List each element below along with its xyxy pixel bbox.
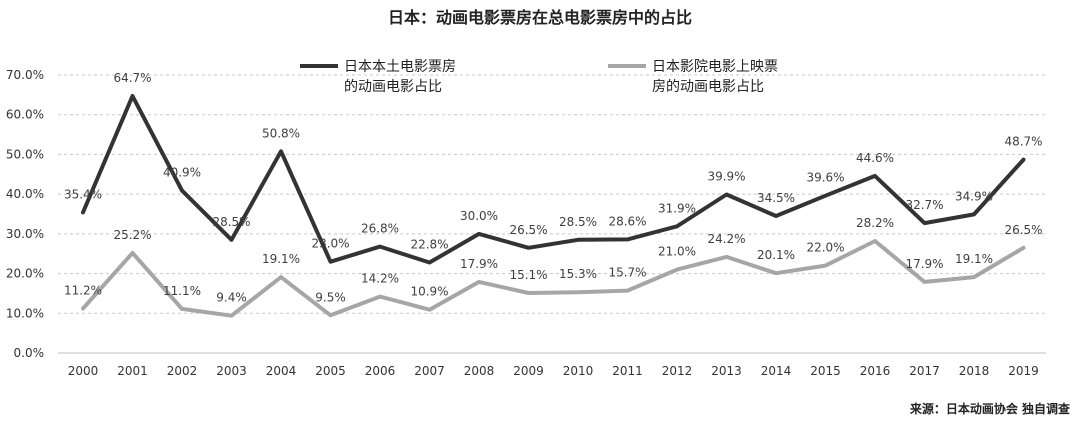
x-tick-label: 2001 xyxy=(117,364,148,378)
series-line-2 xyxy=(81,239,1026,318)
y-tick-label: 60.0% xyxy=(6,108,44,122)
data-label-s2: 21.0% xyxy=(658,245,696,259)
data-label-s2: 15.7% xyxy=(608,266,646,280)
data-label-s2: 20.1% xyxy=(757,248,795,262)
data-label-s2: 9.4% xyxy=(216,291,247,305)
data-label-s2: 15.3% xyxy=(559,267,597,281)
x-tick-label: 2018 xyxy=(959,364,990,378)
y-axis-ticks: 0.0% 10.0% 20.0% 30.0% 40.0% 50.0% 60.0% 70.0% xyxy=(6,68,44,360)
data-label-s1: 28.6% xyxy=(608,214,646,228)
x-tick-label: 2012 xyxy=(662,364,693,378)
data-label-s2: 11.2% xyxy=(64,284,102,298)
data-label-s1: 28.5% xyxy=(212,215,250,229)
series-lines xyxy=(81,94,1026,318)
data-label-s2: 19.1% xyxy=(262,252,300,266)
legend-label-2: 房的动画电影占比 xyxy=(652,79,764,95)
data-label-s1: 64.7% xyxy=(113,71,151,85)
legend-label-1: 日本本土电影票房 xyxy=(344,59,456,75)
x-tick-label: 2000 xyxy=(68,364,99,378)
legend-label-1: 的动画电影占比 xyxy=(344,79,442,95)
x-tick-label: 2017 xyxy=(909,364,940,378)
x-tick-label: 2010 xyxy=(563,364,594,378)
chart-title: 日本：动画电影票房在总电影票房中的占比 xyxy=(387,8,692,27)
x-tick-label: 2004 xyxy=(266,364,297,378)
data-label-s1: 50.8% xyxy=(262,126,300,140)
y-tick-label: 0.0% xyxy=(14,346,45,360)
data-label-s2: 19.1% xyxy=(955,252,993,266)
data-label-s1: 30.0% xyxy=(460,209,498,223)
x-tick-label: 2007 xyxy=(414,364,445,378)
data-label-s2: 14.2% xyxy=(361,272,399,286)
x-tick-label: 2019 xyxy=(1008,364,1039,378)
series-line-1 xyxy=(81,94,1026,265)
data-label-s2: 28.2% xyxy=(856,216,894,230)
source-note: 来源：日本动画协会 独自调查 xyxy=(909,402,1070,416)
y-tick-label: 10.0% xyxy=(6,306,44,320)
y-tick-label: 50.0% xyxy=(6,147,44,161)
data-label-s1: 35.4% xyxy=(64,187,102,201)
data-label-s1: 28.5% xyxy=(559,215,597,229)
data-label-s1: 31.9% xyxy=(658,201,696,215)
data-label-s1: 34.9% xyxy=(955,189,993,203)
data-label-s2: 15.1% xyxy=(509,268,547,282)
data-label-s1: 48.7% xyxy=(1004,135,1042,149)
data-label-s2: 25.2% xyxy=(113,228,151,242)
data-label-s2: 11.1% xyxy=(163,284,201,298)
data-label-s2: 10.9% xyxy=(410,285,448,299)
legend-label-2: 日本影院电影上映票 xyxy=(652,59,778,75)
data-label-s1: 26.8% xyxy=(361,222,399,236)
data-label-s2: 9.5% xyxy=(315,290,346,304)
data-label-s1: 34.5% xyxy=(757,191,795,205)
x-tick-label: 2008 xyxy=(464,364,495,378)
data-label-s2: 17.9% xyxy=(460,257,498,271)
x-axis-ticks: 2000 2001 2002 2003 2004 2005 2006 2007 2008 2009… xyxy=(68,364,1039,378)
data-label-s1: 22.8% xyxy=(410,237,448,251)
x-tick-label: 2011 xyxy=(612,364,643,378)
data-label-s1: 26.5% xyxy=(509,223,547,237)
data-label-s1: 39.9% xyxy=(707,170,745,184)
y-tick-label: 70.0% xyxy=(6,68,44,82)
x-tick-label: 2006 xyxy=(365,364,396,378)
data-label-s1: 40.9% xyxy=(163,166,201,180)
data-label-s2: 17.9% xyxy=(905,257,943,271)
data-labels: 35.4% 64.7% 40.9% 28.5% 50.8% 23.0% 26.8% 22.8%… xyxy=(64,71,1043,305)
x-tick-label: 2015 xyxy=(810,364,841,378)
y-tick-label: 20.0% xyxy=(6,267,44,281)
y-tick-label: 30.0% xyxy=(6,227,44,241)
data-label-s2: 22.0% xyxy=(806,241,844,255)
x-tick-label: 2009 xyxy=(513,364,544,378)
x-tick-label: 2002 xyxy=(167,364,198,378)
x-tick-label: 2014 xyxy=(761,364,792,378)
data-label-s2: 24.2% xyxy=(707,232,745,246)
data-label-s1: 32.7% xyxy=(905,198,943,212)
data-label-s1: 23.0% xyxy=(311,237,349,251)
x-tick-label: 2005 xyxy=(315,364,346,378)
y-tick-label: 40.0% xyxy=(6,187,44,201)
data-label-s1: 44.6% xyxy=(856,151,894,165)
data-label-s1: 39.6% xyxy=(806,171,844,185)
gridlines xyxy=(58,74,1046,354)
x-tick-label: 2003 xyxy=(216,364,247,378)
x-tick-label: 2016 xyxy=(860,364,891,378)
x-tick-label: 2013 xyxy=(711,364,742,378)
data-label-s2: 26.5% xyxy=(1004,223,1042,237)
